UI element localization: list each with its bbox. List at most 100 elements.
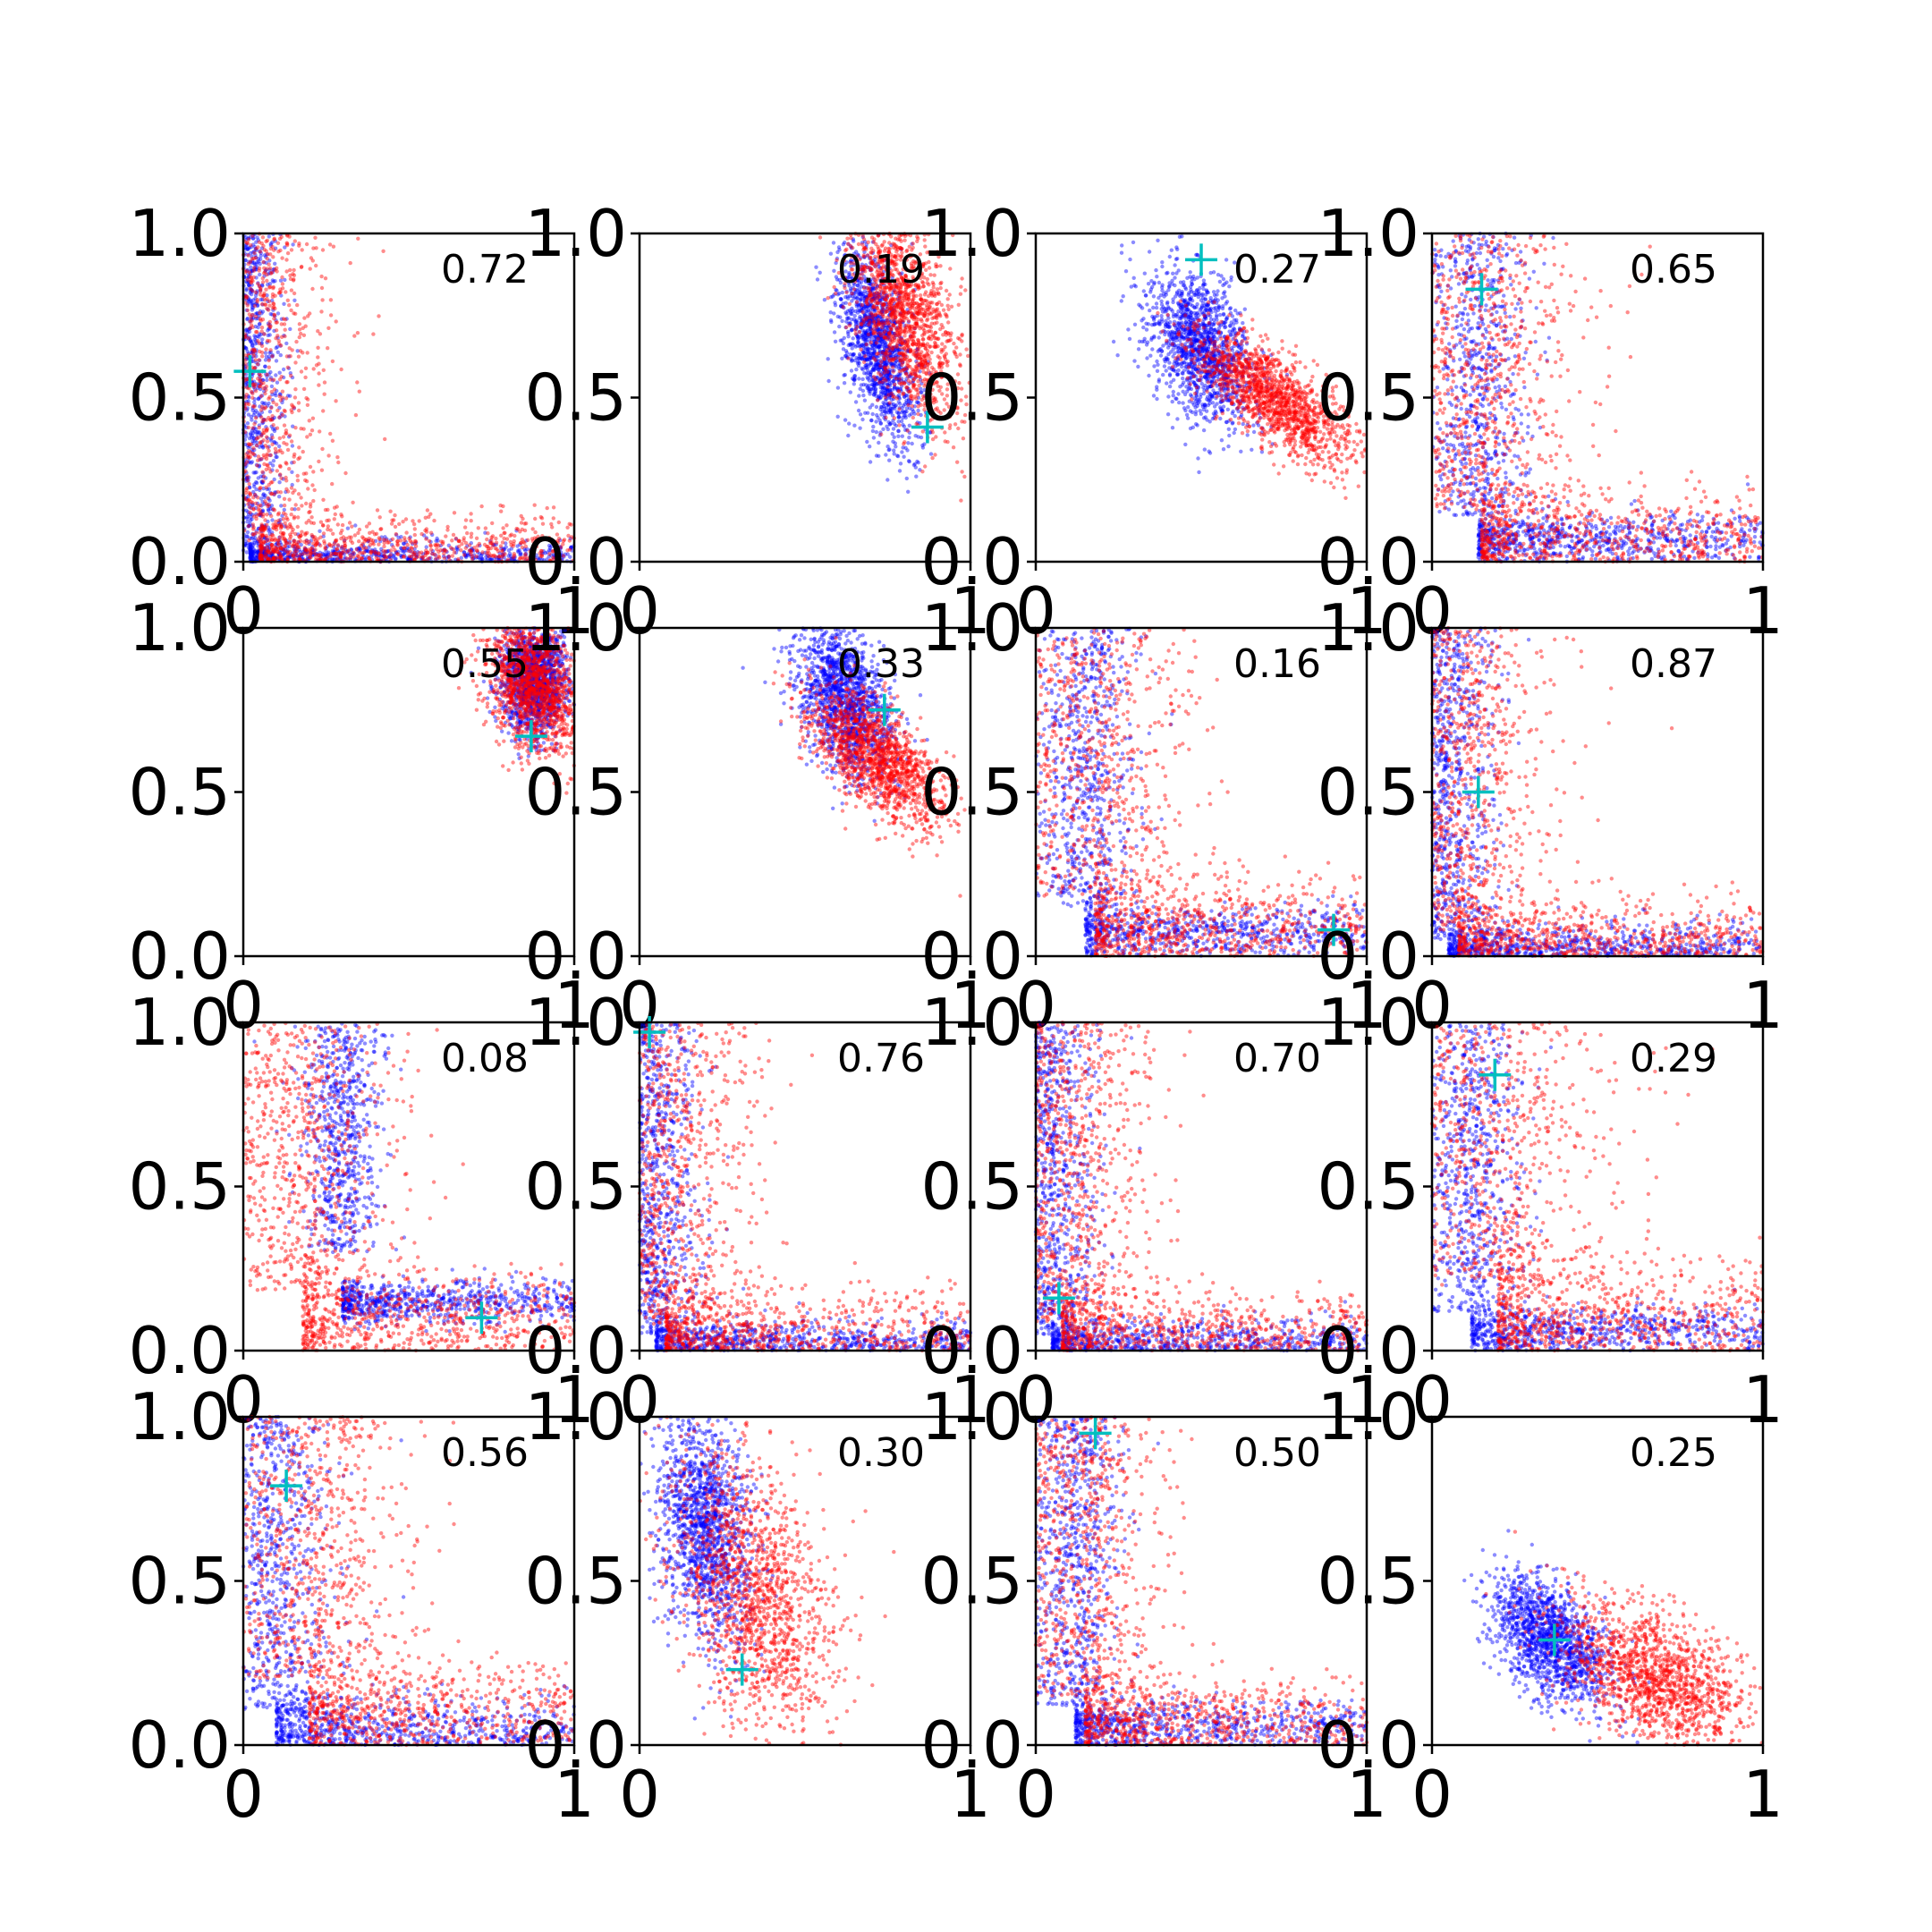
data-point xyxy=(852,424,856,428)
data-point xyxy=(857,377,860,380)
data-point xyxy=(868,358,871,361)
data-point xyxy=(850,369,853,372)
data-point xyxy=(876,301,879,305)
data-point xyxy=(250,348,254,352)
data-point xyxy=(308,510,311,513)
data-point xyxy=(857,409,860,412)
data-point xyxy=(321,248,325,251)
data-point xyxy=(533,504,537,507)
data-point xyxy=(886,386,889,389)
data-point xyxy=(861,351,865,354)
data-point xyxy=(296,474,300,478)
data-point xyxy=(280,275,284,279)
data-point xyxy=(245,287,249,291)
data-point xyxy=(323,547,326,550)
data-point xyxy=(263,407,267,411)
data-point xyxy=(911,293,915,297)
data-point xyxy=(247,442,250,445)
data-point xyxy=(916,409,919,412)
data-point xyxy=(933,453,936,456)
data-point xyxy=(257,454,260,458)
data-point xyxy=(273,237,276,241)
data-point xyxy=(887,401,891,404)
data-point xyxy=(291,404,294,408)
data-point xyxy=(854,332,858,335)
data-point xyxy=(297,535,301,538)
data-point xyxy=(402,555,406,558)
data-point xyxy=(862,371,866,375)
data-point xyxy=(282,531,285,535)
data-point xyxy=(834,303,837,307)
data-point xyxy=(424,554,428,557)
data-point xyxy=(334,399,337,402)
data-point xyxy=(352,334,356,337)
data-point xyxy=(308,555,311,559)
data-point xyxy=(852,336,855,340)
data-point xyxy=(335,455,339,459)
data-point xyxy=(284,396,288,400)
data-point xyxy=(268,304,272,308)
data-point xyxy=(276,519,280,522)
data-point xyxy=(436,550,440,554)
data-point xyxy=(887,459,891,462)
data-point xyxy=(358,528,361,531)
data-point xyxy=(833,330,836,334)
data-point xyxy=(271,534,275,538)
data-point xyxy=(255,235,258,239)
data-point xyxy=(898,469,902,472)
data-point xyxy=(261,280,265,284)
data-point xyxy=(495,541,498,545)
data-point xyxy=(335,547,339,551)
data-point xyxy=(907,436,911,439)
data-point xyxy=(275,427,279,430)
data-point xyxy=(892,427,895,430)
data-point xyxy=(255,463,258,467)
data-point xyxy=(451,554,454,557)
data-point xyxy=(321,409,325,412)
data-point xyxy=(849,343,852,346)
data-point xyxy=(258,441,262,445)
data-point xyxy=(299,496,302,499)
data-point xyxy=(859,348,862,352)
data-point xyxy=(268,326,272,329)
data-point xyxy=(428,556,431,560)
data-point xyxy=(275,320,279,324)
data-point xyxy=(533,517,537,521)
data-point xyxy=(470,557,474,561)
data-point xyxy=(266,427,269,430)
data-point xyxy=(487,555,490,558)
data-point xyxy=(462,553,466,556)
data-point xyxy=(957,303,961,307)
data-point xyxy=(858,352,861,356)
data-point xyxy=(865,440,869,444)
data-point xyxy=(324,276,327,280)
data-point xyxy=(266,445,269,449)
data-point xyxy=(395,543,399,547)
data-point xyxy=(407,549,411,553)
data-point xyxy=(865,307,869,310)
data-point xyxy=(249,280,252,284)
data-point xyxy=(265,435,268,438)
data-point xyxy=(291,491,294,495)
data-point xyxy=(513,534,516,538)
data-point xyxy=(882,391,886,394)
data-point xyxy=(260,470,264,474)
data-point xyxy=(410,555,413,558)
data-point xyxy=(318,429,321,433)
data-point xyxy=(284,516,288,520)
data-point xyxy=(258,554,262,557)
data-point xyxy=(282,435,285,438)
data-point xyxy=(465,531,469,535)
data-point xyxy=(275,455,278,459)
data-point xyxy=(320,298,324,301)
data-point xyxy=(823,298,826,301)
data-point xyxy=(277,445,281,448)
data-point xyxy=(870,327,874,331)
data-point xyxy=(291,242,294,246)
data-point xyxy=(264,288,267,292)
data-point xyxy=(268,333,272,336)
data-point xyxy=(272,423,275,427)
data-point xyxy=(457,539,461,543)
data-point xyxy=(501,548,504,552)
data-point xyxy=(302,472,306,476)
